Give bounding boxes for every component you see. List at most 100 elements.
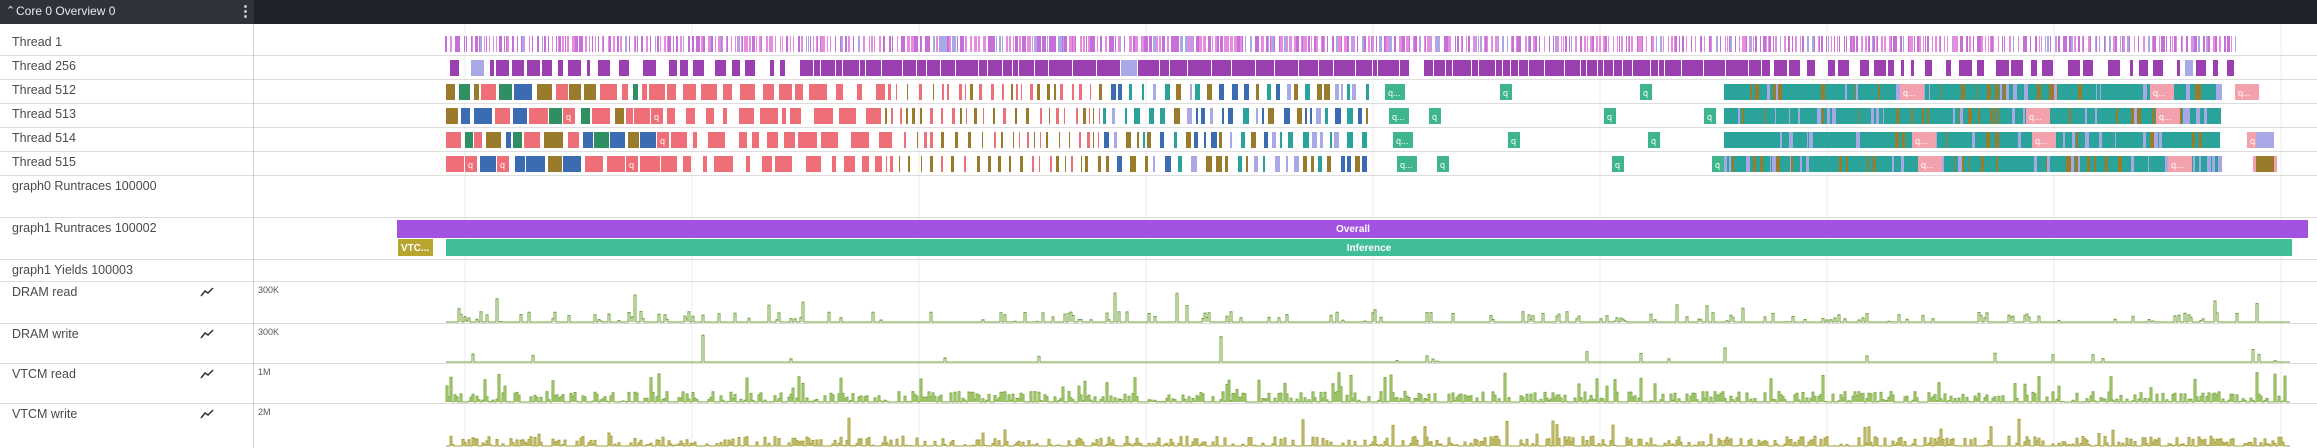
worker-slice[interactable]	[1267, 84, 1271, 100]
thread-256-slice[interactable]	[1545, 60, 1564, 76]
worker-slice[interactable]	[1009, 156, 1011, 172]
thread-256-slice[interactable]	[2068, 60, 2080, 76]
worker-slice[interactable]	[2085, 108, 2087, 124]
worker-slice[interactable]	[775, 156, 792, 172]
worker-slice[interactable]	[2114, 108, 2116, 124]
worker-slice[interactable]	[1742, 132, 1746, 148]
thread-1-slice[interactable]	[524, 36, 525, 52]
thread-256-slice[interactable]	[1959, 60, 1972, 76]
thread-256-slice[interactable]	[2177, 60, 2180, 76]
thread-1-slice[interactable]	[1042, 36, 1043, 52]
thread-256-slice[interactable]	[2130, 60, 2133, 76]
worker-slice[interactable]	[1750, 108, 1753, 124]
worker-slice[interactable]	[1207, 84, 1212, 100]
thread-1-slice[interactable]	[816, 36, 817, 52]
worker-slice[interactable]	[2069, 132, 2072, 148]
thread-1-slice[interactable]	[2213, 36, 2215, 52]
worker-slice[interactable]	[592, 108, 610, 124]
thread-1-slice[interactable]	[1675, 36, 1677, 52]
worker-slice[interactable]	[1246, 156, 1248, 172]
worker-slice[interactable]	[1981, 84, 1982, 100]
worker-slice[interactable]	[1013, 132, 1014, 148]
worker-slice[interactable]	[2205, 156, 2207, 172]
worker-slice[interactable]	[2018, 108, 2022, 124]
worker-slice[interactable]	[2089, 132, 2093, 148]
worker-slice[interactable]	[1099, 84, 1102, 100]
worker-slice[interactable]	[2058, 84, 2062, 100]
worker-slice[interactable]	[1294, 84, 1298, 100]
worker-slice[interactable]	[921, 156, 922, 172]
worker-slice[interactable]	[1808, 108, 1811, 124]
worker-slice[interactable]	[2183, 108, 2186, 124]
thread-1-slice[interactable]	[2078, 36, 2080, 52]
thread-1-slice[interactable]	[1928, 36, 1929, 52]
worker-slice[interactable]	[2211, 108, 2214, 124]
worker-slice[interactable]	[1774, 132, 1776, 148]
thread-1-slice[interactable]	[756, 36, 757, 52]
worker-slice[interactable]	[1232, 84, 1238, 100]
worker-slice[interactable]	[610, 132, 625, 148]
worker-slice[interactable]	[2101, 84, 2102, 100]
worker-slice[interactable]	[1984, 156, 1986, 172]
worker-slice[interactable]	[1335, 108, 1341, 124]
worker-slice[interactable]	[1975, 132, 1978, 148]
worker-slice[interactable]	[1966, 132, 1970, 148]
worker-slice[interactable]	[651, 108, 663, 124]
worker-slice[interactable]	[2013, 84, 2017, 100]
worker-slice[interactable]	[1780, 156, 1783, 172]
thread-1-slice[interactable]	[1402, 36, 1405, 52]
thread-256-slice[interactable]	[1356, 60, 1372, 76]
worker-slice[interactable]	[814, 108, 833, 124]
worker-slice[interactable]	[1909, 156, 1913, 172]
worker-slice[interactable]	[1341, 84, 1343, 100]
thread-1-slice[interactable]	[879, 36, 881, 52]
thread-1-slice[interactable]	[701, 36, 702, 52]
thread-1-slice[interactable]	[637, 36, 638, 52]
thread-1-slice[interactable]	[1755, 36, 1757, 52]
worker-slice[interactable]	[2116, 108, 2118, 124]
thread-1-slice[interactable]	[2181, 36, 2182, 52]
thread-1-slice[interactable]	[544, 36, 546, 52]
thread-1-slice[interactable]	[2127, 36, 2129, 52]
worker-slice[interactable]	[1731, 156, 1732, 172]
worker-slice[interactable]	[1863, 132, 1866, 148]
worker-slice[interactable]	[1190, 84, 1192, 100]
worker-slice[interactable]	[1251, 132, 1256, 148]
worker-slice[interactable]	[1960, 108, 1963, 124]
thread-1-slice[interactable]	[692, 36, 694, 52]
worker-slice[interactable]	[1862, 84, 1866, 100]
worker-slice[interactable]	[1904, 156, 1905, 172]
worker-slice[interactable]	[1820, 84, 1821, 100]
worker-slice[interactable]	[683, 84, 696, 100]
thread-1-slice[interactable]	[761, 36, 762, 52]
thread-1-slice[interactable]	[2122, 36, 2123, 52]
worker-slice[interactable]	[2024, 132, 2025, 148]
thread-1-slice[interactable]	[657, 36, 659, 52]
worker-slice[interactable]	[862, 156, 869, 172]
worker-slice[interactable]	[1881, 132, 1882, 148]
thread-1-slice[interactable]	[1720, 36, 1721, 52]
worker-slice[interactable]	[2102, 132, 2104, 148]
worker-slice[interactable]	[1137, 132, 1139, 148]
thread-1-slice[interactable]	[1006, 36, 1008, 52]
thread-256-slice[interactable]	[1188, 60, 1211, 76]
thread-1-slice[interactable]	[1587, 36, 1588, 52]
worker-slice[interactable]	[2105, 156, 2108, 172]
worker-slice[interactable]	[2096, 132, 2099, 148]
thread-1-slice[interactable]	[1973, 36, 1974, 52]
thread-256-slice[interactable]	[715, 60, 726, 76]
worker-slice[interactable]	[2054, 84, 2057, 100]
worker-slice[interactable]	[2152, 108, 2155, 124]
thread-1-slice[interactable]	[1802, 36, 1804, 52]
worker-slice[interactable]	[1896, 84, 1900, 100]
thread-1-slice[interactable]	[1009, 36, 1011, 52]
worker-slice[interactable]	[2118, 108, 2119, 124]
worker-slice[interactable]	[2138, 156, 2139, 172]
worker-slice[interactable]	[1738, 132, 1742, 148]
worker-slice[interactable]	[839, 108, 856, 124]
thread-1-slice[interactable]	[457, 36, 459, 52]
thread-256-slice[interactable]	[1828, 60, 1835, 76]
worker-slice[interactable]	[1797, 156, 1800, 172]
worker-slice[interactable]	[1335, 84, 1339, 100]
worker-slice[interactable]	[1821, 132, 1822, 148]
